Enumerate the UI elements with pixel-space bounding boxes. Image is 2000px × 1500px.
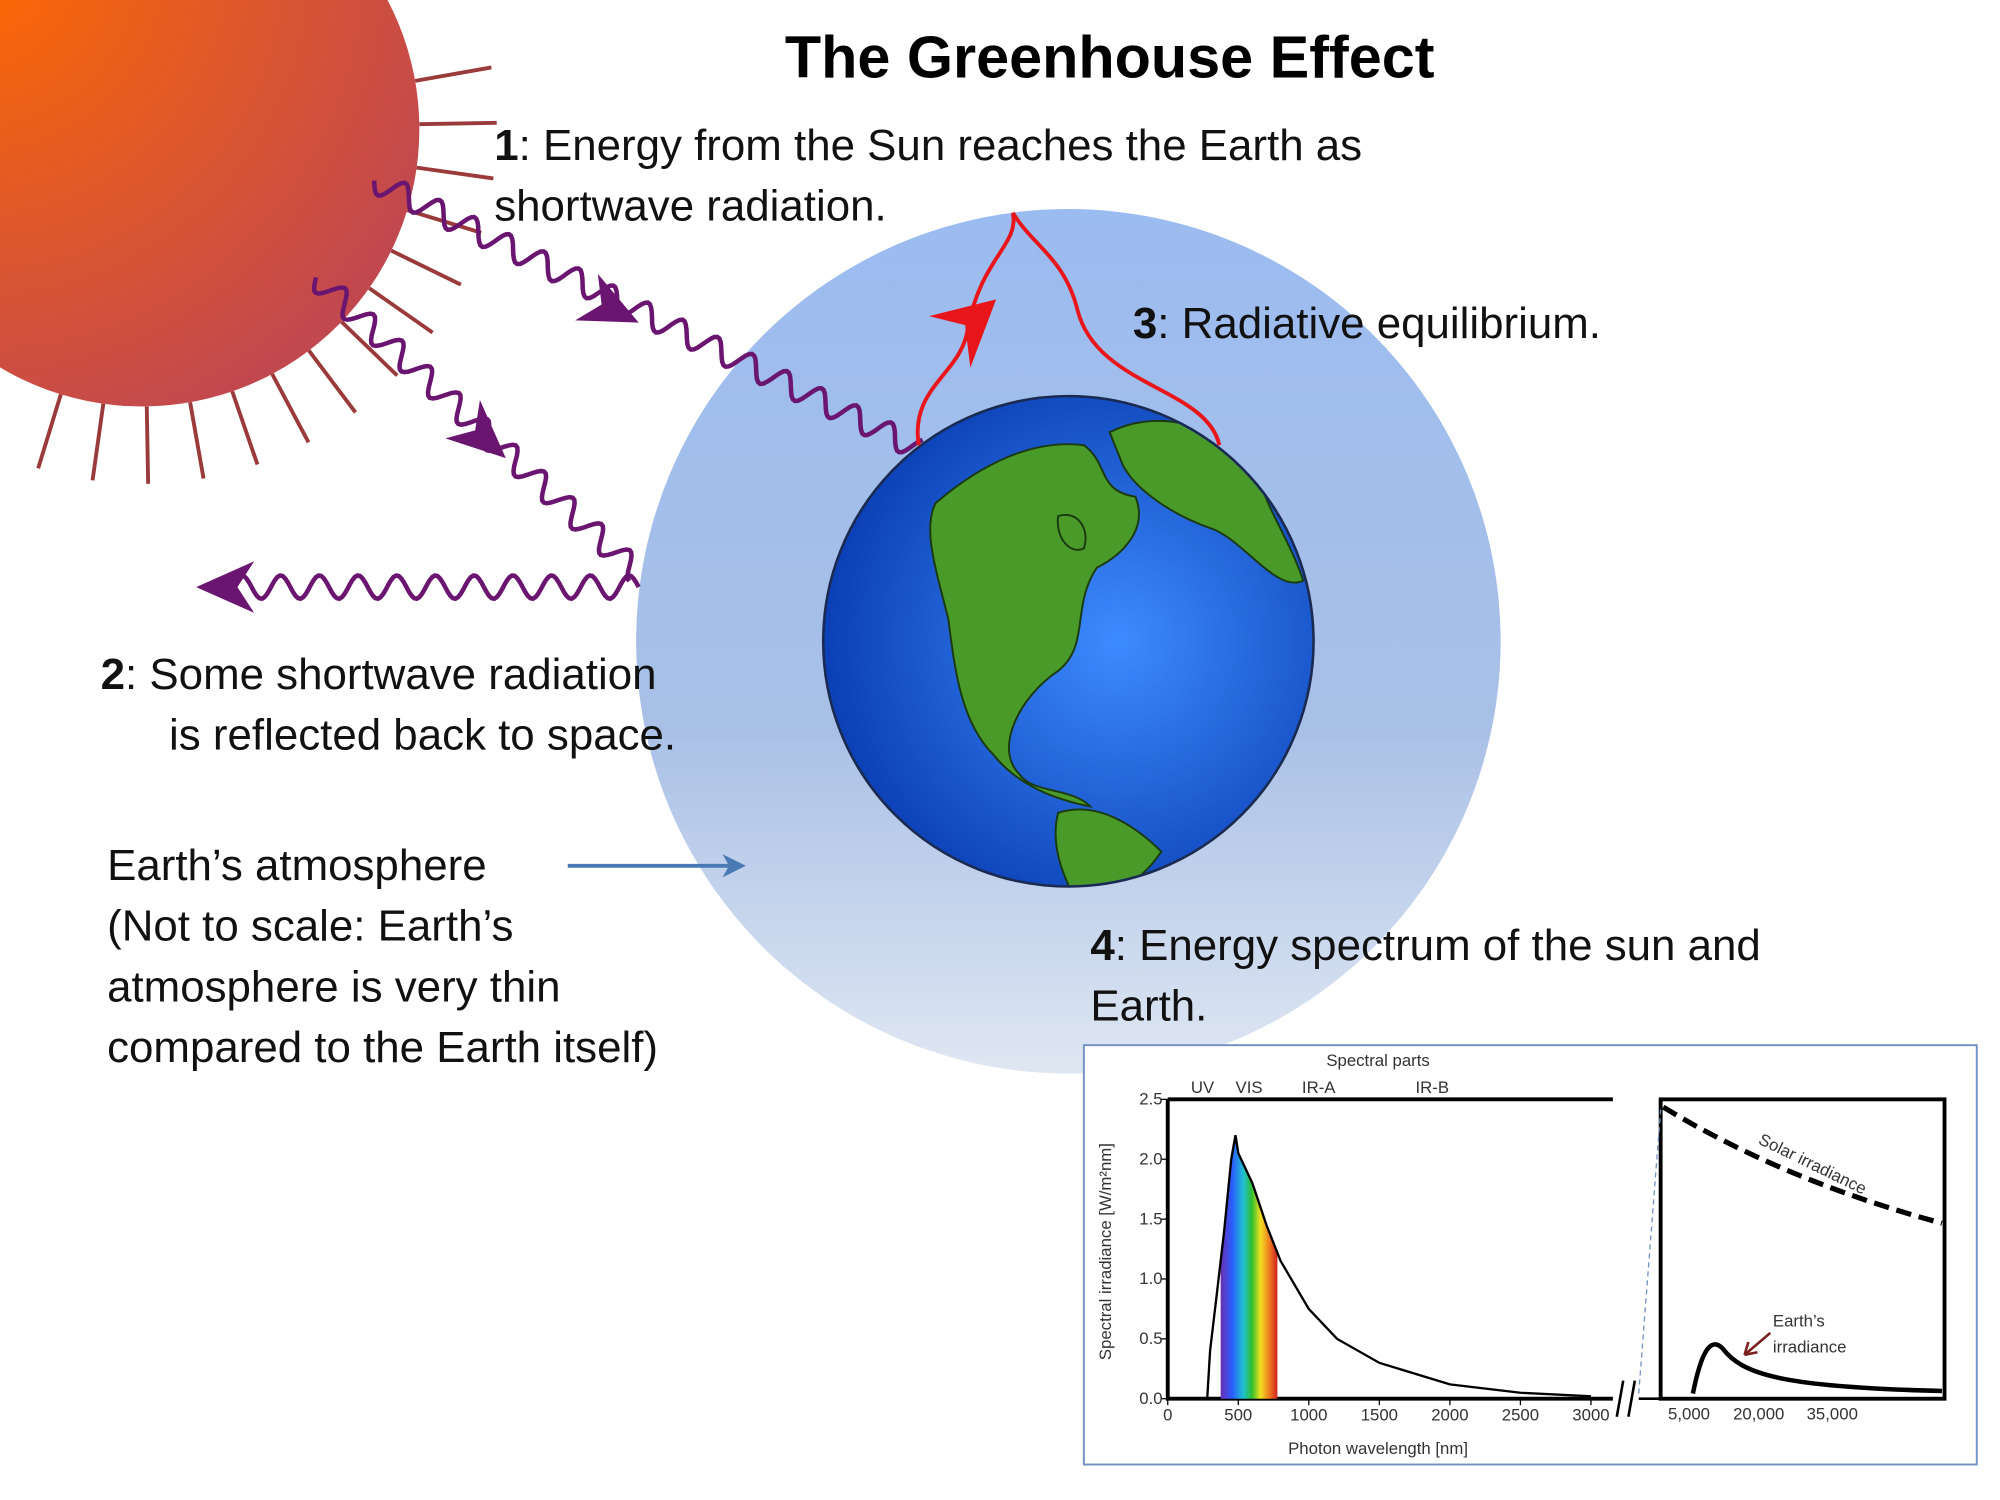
step-number: 3 [1133, 299, 1157, 348]
band-label: IR-B [1415, 1078, 1449, 1097]
x-axis-label: Photon wavelength [nm] [1288, 1439, 1468, 1458]
right-panel-frame [1658, 1097, 1947, 1401]
equilibrium-line [915, 211, 1222, 446]
step-text: 4: Energy spectrum of the sun and [1090, 921, 1760, 970]
atmosphere-note: Earth’s atmosphere (Not to scale: Earth’s… [107, 841, 658, 1072]
solar-curve [1661, 1104, 1943, 1226]
wave-arrow [575, 273, 639, 323]
radiation-waves [196, 180, 924, 613]
x-tick-label: 2000 [1431, 1406, 1468, 1425]
zoom-guide [1638, 1109, 1662, 1394]
y-axis-label: Spectral irradiance [W/m²nm] [1096, 1143, 1115, 1360]
sun-ray [144, 406, 151, 484]
sun-ray [270, 373, 311, 444]
x-tick-label: 0 [1163, 1406, 1172, 1425]
x-tick-label: 500 [1224, 1406, 1252, 1425]
axis-break [1615, 1380, 1661, 1418]
sun [0, 0, 420, 407]
earth-label: irradiance [1773, 1337, 1847, 1356]
step-text: shortwave radiation. [494, 182, 887, 231]
x-tick-label: 2500 [1502, 1406, 1539, 1425]
sun-ray [307, 349, 358, 414]
y-tick-label: 1.0 [1139, 1269, 1162, 1288]
band-label: UV [1191, 1078, 1215, 1097]
inset-title: Spectral parts [1326, 1051, 1429, 1070]
step-line: : Energy from the Sun reaches the Earth … [519, 121, 1363, 170]
step-text: is reflected back to space. [169, 711, 676, 760]
y-tick-label: 0.0 [1139, 1389, 1162, 1408]
title: The Greenhouse Effect [785, 23, 1435, 90]
y-tick-label: 2.0 [1139, 1149, 1162, 1168]
y-tick-label: 1.5 [1139, 1209, 1162, 1228]
x2-tick-label: 35,000 [1807, 1404, 1858, 1423]
note-line: atmosphere is very thin [107, 962, 560, 1011]
visible-band [1220, 1135, 1278, 1399]
x-tick-label: 1500 [1361, 1406, 1398, 1425]
sun-ray [230, 390, 260, 466]
note-line: Earth’s atmosphere [107, 841, 487, 890]
continents [929, 419, 1305, 886]
sun-rays [36, 65, 497, 484]
band-label: IR-A [1302, 1078, 1336, 1097]
note-line: (Not to scale: Earth’s [107, 902, 513, 951]
step-number: 1 [494, 121, 518, 170]
sun-ray [90, 403, 106, 481]
wave [371, 180, 924, 455]
sun-ray [188, 401, 206, 479]
wave-arrow [445, 400, 506, 459]
sun-ray [416, 165, 494, 181]
inset-frame [1082, 1044, 1978, 1466]
solar-spectrum [1206, 1135, 1592, 1399]
step-number: 4 [1090, 921, 1115, 970]
wave [224, 573, 641, 602]
equilibrium-arrow [929, 299, 997, 368]
sun-ray [36, 393, 63, 469]
band-label: VIS [1236, 1078, 1263, 1097]
earth-pointer [1743, 1331, 1772, 1357]
wave [311, 276, 634, 583]
step-line: shortwave radiation. [494, 182, 887, 231]
x2-tick-label: 5,000 [1668, 1404, 1710, 1423]
sun-ray [390, 248, 462, 287]
step-line: : Some shortwave radiation [125, 650, 656, 699]
x2-tick-label: 20,000 [1733, 1404, 1784, 1423]
earth-curve [1690, 1342, 1942, 1394]
sun-ray [414, 65, 492, 83]
sun-ray [419, 120, 497, 127]
step-text: 3: Radiative equilibrium. [1133, 299, 1601, 348]
step-line: Earth. [1090, 982, 1207, 1031]
x-tick-label: 3000 [1572, 1406, 1609, 1425]
y-tick-label: 0.5 [1139, 1329, 1162, 1348]
x-tick-label: 1000 [1290, 1406, 1327, 1425]
step-text: Earth. [1090, 982, 1207, 1031]
step-line: : Radiative equilibrium. [1157, 299, 1601, 348]
step-line: : Energy spectrum of the sun and [1115, 921, 1761, 970]
step-line: is reflected back to space. [169, 711, 676, 760]
y-tick-label: 2.5 [1139, 1090, 1162, 1109]
step-text: 2: Some shortwave radiation [101, 650, 657, 699]
sun-ray [368, 286, 434, 335]
step-number: 2 [101, 650, 125, 699]
step-labels: 1: Energy from the Sun reaches the Earth… [101, 121, 1761, 1031]
note-line: compared to the Earth itself) [107, 1023, 658, 1072]
wave-arrow [196, 561, 255, 613]
sun-ray [340, 320, 399, 377]
atmosphere-pointer-head [722, 854, 746, 878]
step-text: 1: Energy from the Sun reaches the Earth… [494, 121, 1362, 170]
earth-label: Earth’s [1773, 1311, 1825, 1330]
